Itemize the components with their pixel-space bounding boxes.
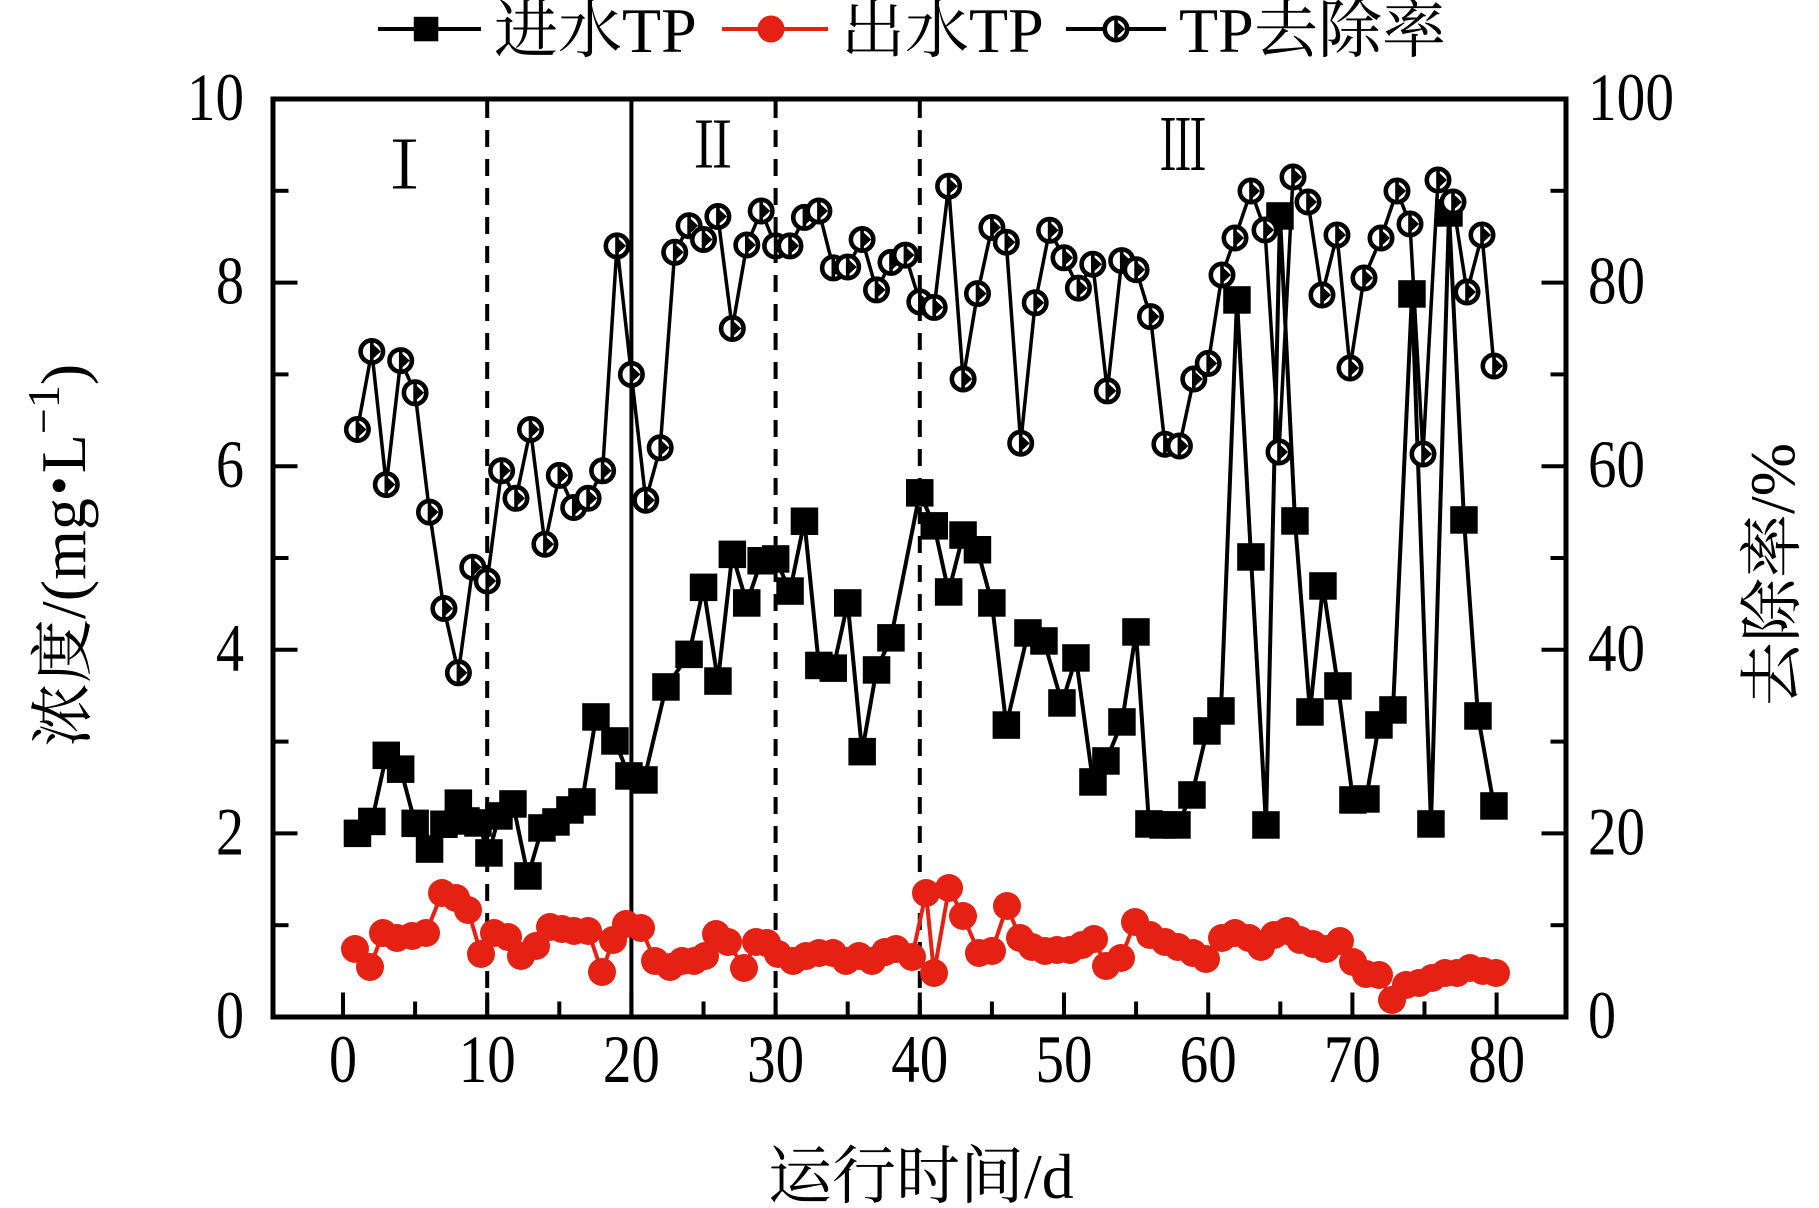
svg-text:TP: TP <box>622 0 697 66</box>
svg-text:6: 6 <box>216 426 244 502</box>
svg-text:2: 2 <box>216 793 244 869</box>
svg-text:80: 80 <box>1468 1021 1525 1097</box>
svg-text:10: 10 <box>187 59 244 135</box>
svg-text:/%: /% <box>1737 443 1808 514</box>
svg-text:40: 40 <box>891 1021 948 1097</box>
svg-text:80: 80 <box>1588 243 1645 319</box>
svg-text:0: 0 <box>216 977 244 1053</box>
svg-text:20: 20 <box>1588 793 1645 869</box>
svg-text:70: 70 <box>1324 1021 1381 1097</box>
svg-text:0: 0 <box>1588 977 1616 1053</box>
svg-text:30: 30 <box>747 1021 804 1097</box>
svg-text:8: 8 <box>216 243 244 319</box>
svg-text:/d: /d <box>1024 1141 1074 1203</box>
svg-text:10: 10 <box>459 1021 516 1097</box>
svg-text:60: 60 <box>1588 426 1645 502</box>
svg-text:50: 50 <box>1036 1021 1093 1097</box>
svg-text:TP: TP <box>969 0 1044 66</box>
svg-text:TP: TP <box>1179 0 1254 66</box>
svg-text:40: 40 <box>1588 610 1645 686</box>
svg-text:100: 100 <box>1588 59 1674 135</box>
svg-text:20: 20 <box>603 1021 660 1097</box>
svg-text:0: 0 <box>329 1021 357 1097</box>
svg-text:60: 60 <box>1180 1021 1237 1097</box>
svg-text:4: 4 <box>216 610 244 686</box>
